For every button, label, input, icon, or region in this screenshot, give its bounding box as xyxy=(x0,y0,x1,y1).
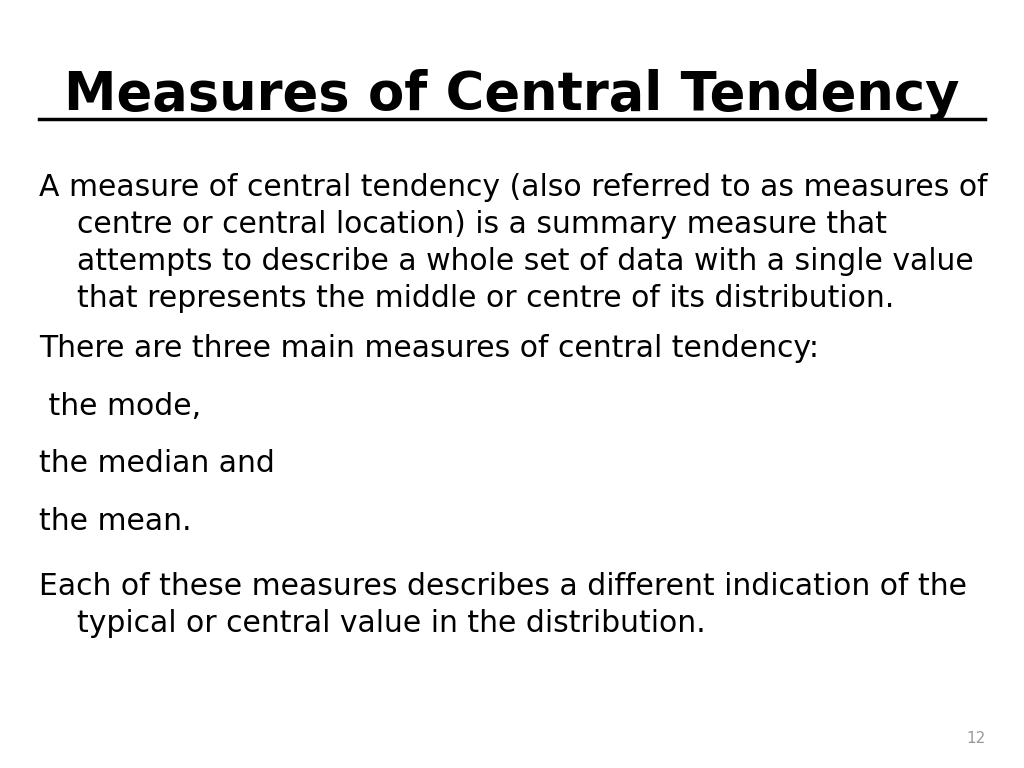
Text: the median and: the median and xyxy=(39,449,274,478)
Text: Measures of Central Tendency: Measures of Central Tendency xyxy=(65,69,959,121)
Text: A measure of central tendency (also referred to as measures of
    centre or cen: A measure of central tendency (also refe… xyxy=(39,173,987,313)
Text: 12: 12 xyxy=(966,731,985,746)
Text: There are three main measures of central tendency:: There are three main measures of central… xyxy=(39,334,819,363)
Text: the mode,: the mode, xyxy=(39,392,201,421)
Text: Each of these measures describes a different indication of the
    typical or ce: Each of these measures describes a diffe… xyxy=(39,572,967,638)
Text: the mean.: the mean. xyxy=(39,507,191,536)
